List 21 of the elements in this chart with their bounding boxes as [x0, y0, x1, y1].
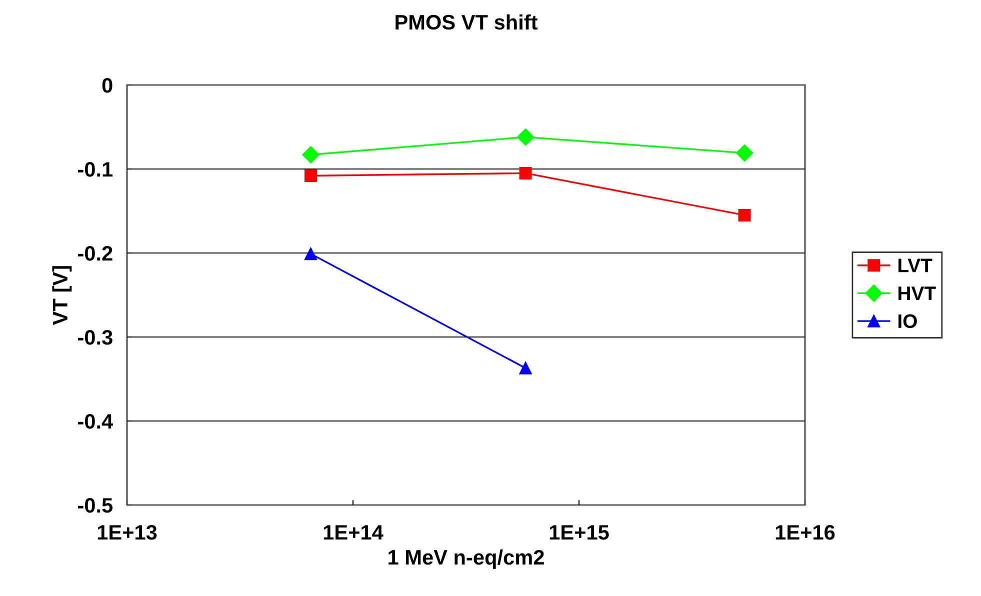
legend-label: HVT	[898, 286, 936, 300]
chart-title: PMOS VT shift	[396, 14, 538, 30]
x-tick-label: 1E+15	[550, 525, 609, 540]
point	[738, 208, 751, 222]
point	[304, 248, 317, 260]
legend-label: IO	[898, 314, 917, 328]
y-tick-label: -0.4	[78, 414, 114, 429]
y-tick-label: -0.2	[78, 246, 112, 261]
y-tick-label: 0	[102, 78, 112, 93]
y-tick-label: -0.1	[78, 162, 113, 177]
y-tick-label: -0.5	[78, 498, 113, 513]
legend-label: LVT	[898, 258, 932, 272]
point	[304, 169, 317, 182]
point	[302, 146, 320, 164]
point	[736, 144, 754, 162]
y-tick-label: -0.3	[78, 330, 112, 345]
y-axis-title: VT [V]	[52, 266, 72, 325]
x-axis-title: 1 MeV n-eq/cm2	[388, 549, 544, 569]
x-tick-label: 1E+14	[324, 525, 384, 540]
x-tick-label: 1E+13	[98, 524, 157, 540]
x-tick-label: 1E+16	[776, 524, 835, 540]
